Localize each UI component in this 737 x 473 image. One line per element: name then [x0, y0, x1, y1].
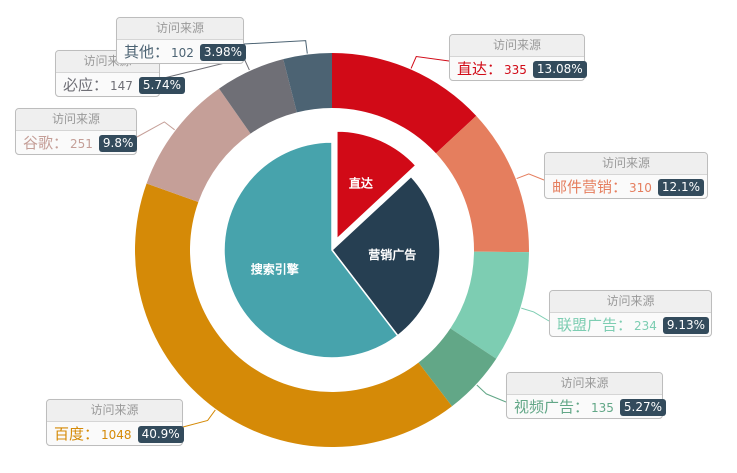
outer-slice-label: 访问来源 必应： 147 5.74% [55, 50, 186, 98]
outer-slice-label: 访问来源邮件营销： 310 12.1% [544, 152, 708, 199]
leader-line [476, 384, 507, 403]
label-percent: 5.27% [619, 399, 667, 416]
label-body: 视频广告： 135 5.27% [507, 395, 667, 420]
inner-slice[interactable] [330, 175, 441, 337]
outer-slice-label: 访问来源视频广告： 135 5.27% [506, 372, 667, 420]
outer-slice-label: 访问来源联盟广告： 234 9.13% [549, 290, 712, 337]
outer-slice-label: 访问来源谷歌： 251 9.8% [15, 108, 138, 156]
label-body: 联盟广告： 234 9.13% [550, 313, 711, 338]
outer-slice[interactable] [450, 251, 529, 359]
label-series-title: 访问来源 [507, 373, 662, 395]
label-name: 必应： [63, 76, 109, 94]
leader-line [136, 121, 175, 138]
label-series-title: 访问来源 [450, 35, 584, 57]
outer-slice[interactable] [435, 115, 529, 253]
leader-line [410, 56, 450, 69]
label-body: 必应： 147 5.74% [56, 73, 186, 98]
label-series-title: 访问来源 [117, 18, 243, 40]
label-series-title: 访问来源 [545, 153, 707, 175]
label-value: 234 [634, 319, 657, 333]
leader-line [521, 307, 550, 322]
outer-slice[interactable] [418, 328, 497, 407]
outer-slice-label: 访问来源其他： 102 3.98% [116, 17, 247, 65]
label-percent: 5.74% [138, 77, 186, 94]
label-series-title: 访问来源 [16, 109, 136, 131]
inner-slice-label: 营销广告 [368, 247, 416, 262]
outer-slice[interactable] [134, 183, 452, 447]
label-percent: 9.8% [98, 135, 138, 152]
label-percent: 3.98% [199, 44, 247, 61]
outer-slice[interactable] [283, 53, 332, 113]
label-body: 百度： 1048 40.9% [47, 422, 184, 447]
outer-slice-label: 访问来源百度： 1048 40.9% [46, 399, 184, 447]
label-body: 邮件营销： 310 12.1% [545, 175, 707, 200]
outer-slice-label: 访问来源直达： 335 13.08% [449, 34, 587, 82]
label-body: 直达： 335 13.08% [450, 57, 587, 82]
label-percent: 40.9% [137, 426, 184, 443]
label-series-title: 访问来源 [47, 400, 182, 422]
label-name: 直达： [457, 60, 503, 78]
label-name: 其他： [124, 43, 170, 61]
outer-slice[interactable] [332, 53, 477, 154]
inner-slice-label: 搜索引擎 [251, 261, 299, 276]
label-value: 251 [70, 137, 93, 151]
label-name: 邮件营销： [552, 178, 628, 196]
leader-line [243, 40, 308, 54]
leader-line [516, 173, 545, 181]
label-percent: 9.13% [662, 317, 710, 334]
label-name: 百度： [54, 425, 100, 443]
label-name: 谷歌： [23, 134, 69, 152]
inner-slice[interactable] [223, 141, 399, 359]
label-value: 102 [171, 46, 194, 60]
label-body: 其他： 102 3.98% [117, 40, 247, 65]
outer-slice[interactable] [219, 59, 297, 134]
label-series-title: 访问来源 [550, 291, 711, 313]
inner-slice[interactable] [336, 130, 417, 241]
label-name: 视频广告： [514, 398, 590, 416]
label-value: 1048 [101, 428, 132, 442]
label-value: 310 [629, 181, 652, 195]
leader-line [182, 409, 216, 428]
label-value: 335 [504, 63, 527, 77]
label-percent: 13.08% [532, 61, 587, 78]
label-body: 谷歌： 251 9.8% [16, 131, 138, 156]
outer-slice[interactable] [146, 88, 251, 203]
label-name: 联盟广告： [557, 316, 633, 334]
label-value: 135 [591, 401, 614, 415]
inner-slice-label: 直达 [349, 176, 373, 191]
label-percent: 12.1% [657, 179, 705, 196]
label-value: 147 [110, 79, 133, 93]
